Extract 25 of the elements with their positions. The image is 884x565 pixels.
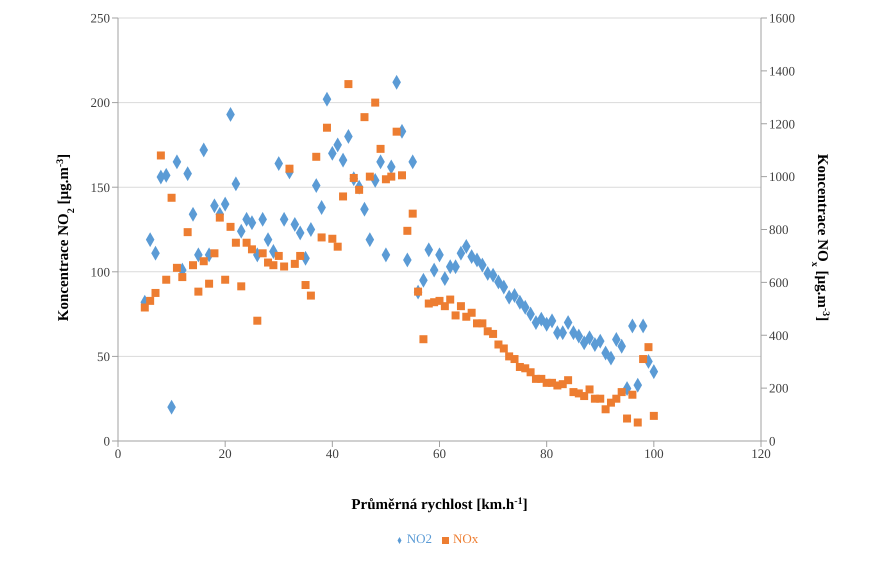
y-tick-label: 100 <box>90 264 110 280</box>
x-tick-label: 120 <box>751 446 771 462</box>
x-tick-label: 60 <box>433 446 446 462</box>
y-tick-label: 50 <box>97 349 110 364</box>
y-tick-label: 0 <box>104 434 110 449</box>
y-tick-label: 150 <box>90 180 110 195</box>
y2-tick-label: 1600 <box>769 10 795 26</box>
y2-tick-label: 1200 <box>769 116 795 132</box>
legend-label: NO2 <box>406 531 432 546</box>
x-tick-label: 40 <box>326 446 339 462</box>
y2-tick-label: 800 <box>769 222 788 238</box>
x-tick-label: 100 <box>644 446 664 462</box>
y2-tick-label: 1400 <box>769 63 795 78</box>
y-tick-label: 250 <box>90 10 110 26</box>
y2-tick-label: 0 <box>769 434 776 449</box>
x-tick-label: 0 <box>114 446 122 462</box>
y2-tick-label: 400 <box>769 328 788 343</box>
legend-label: NOx <box>453 531 478 546</box>
x-axis-title: Průměrná rychlost [km.h$^{-1}$] <box>351 496 528 513</box>
y-tick-label: 200 <box>90 95 110 110</box>
x-tick-label: 80 <box>540 446 554 462</box>
y2-tick-label: 1000 <box>769 169 795 184</box>
x-tick-label: 20 <box>218 446 232 462</box>
y2-tick-label: 200 <box>769 380 788 396</box>
y2-tick-label: 600 <box>769 274 788 290</box>
